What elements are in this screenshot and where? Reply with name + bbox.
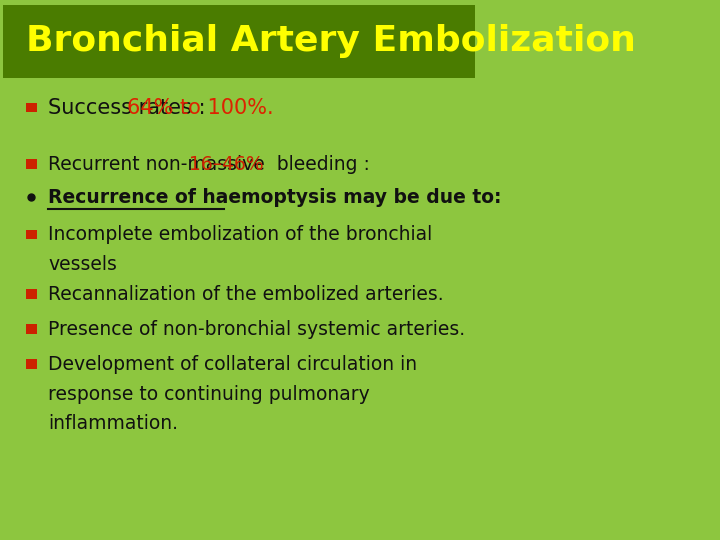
- Text: vessels: vessels: [48, 255, 117, 274]
- Text: Recurrent non-massive  bleeding :: Recurrent non-massive bleeding :: [48, 155, 370, 174]
- Text: Presence of non-bronchial systemic arteries.: Presence of non-bronchial systemic arter…: [48, 320, 466, 339]
- Bar: [26, 159, 37, 169]
- Text: Recannalization of the embolized arteries.: Recannalization of the embolized arterie…: [48, 285, 444, 304]
- Bar: [26, 289, 37, 299]
- Text: Incomplete embolization of the bronchial: Incomplete embolization of the bronchial: [48, 225, 433, 245]
- FancyBboxPatch shape: [3, 5, 474, 78]
- Bar: [26, 230, 37, 239]
- Text: Bronchial Artery Embolization: Bronchial Artery Embolization: [26, 24, 636, 57]
- Bar: [26, 103, 37, 112]
- Text: Recurrence of haemoptysis may be due to:: Recurrence of haemoptysis may be due to:: [48, 187, 502, 207]
- Bar: [26, 359, 37, 369]
- Text: Success rates :: Success rates :: [48, 98, 219, 118]
- Text: Development of collateral circulation in: Development of collateral circulation in: [48, 355, 418, 374]
- Text: inflammation.: inflammation.: [48, 414, 179, 434]
- Text: 64% to 100%.: 64% to 100%.: [127, 98, 274, 118]
- Text: 16–46%: 16–46%: [189, 155, 264, 174]
- Text: response to continuing pulmonary: response to continuing pulmonary: [48, 384, 370, 404]
- Bar: [26, 324, 37, 334]
